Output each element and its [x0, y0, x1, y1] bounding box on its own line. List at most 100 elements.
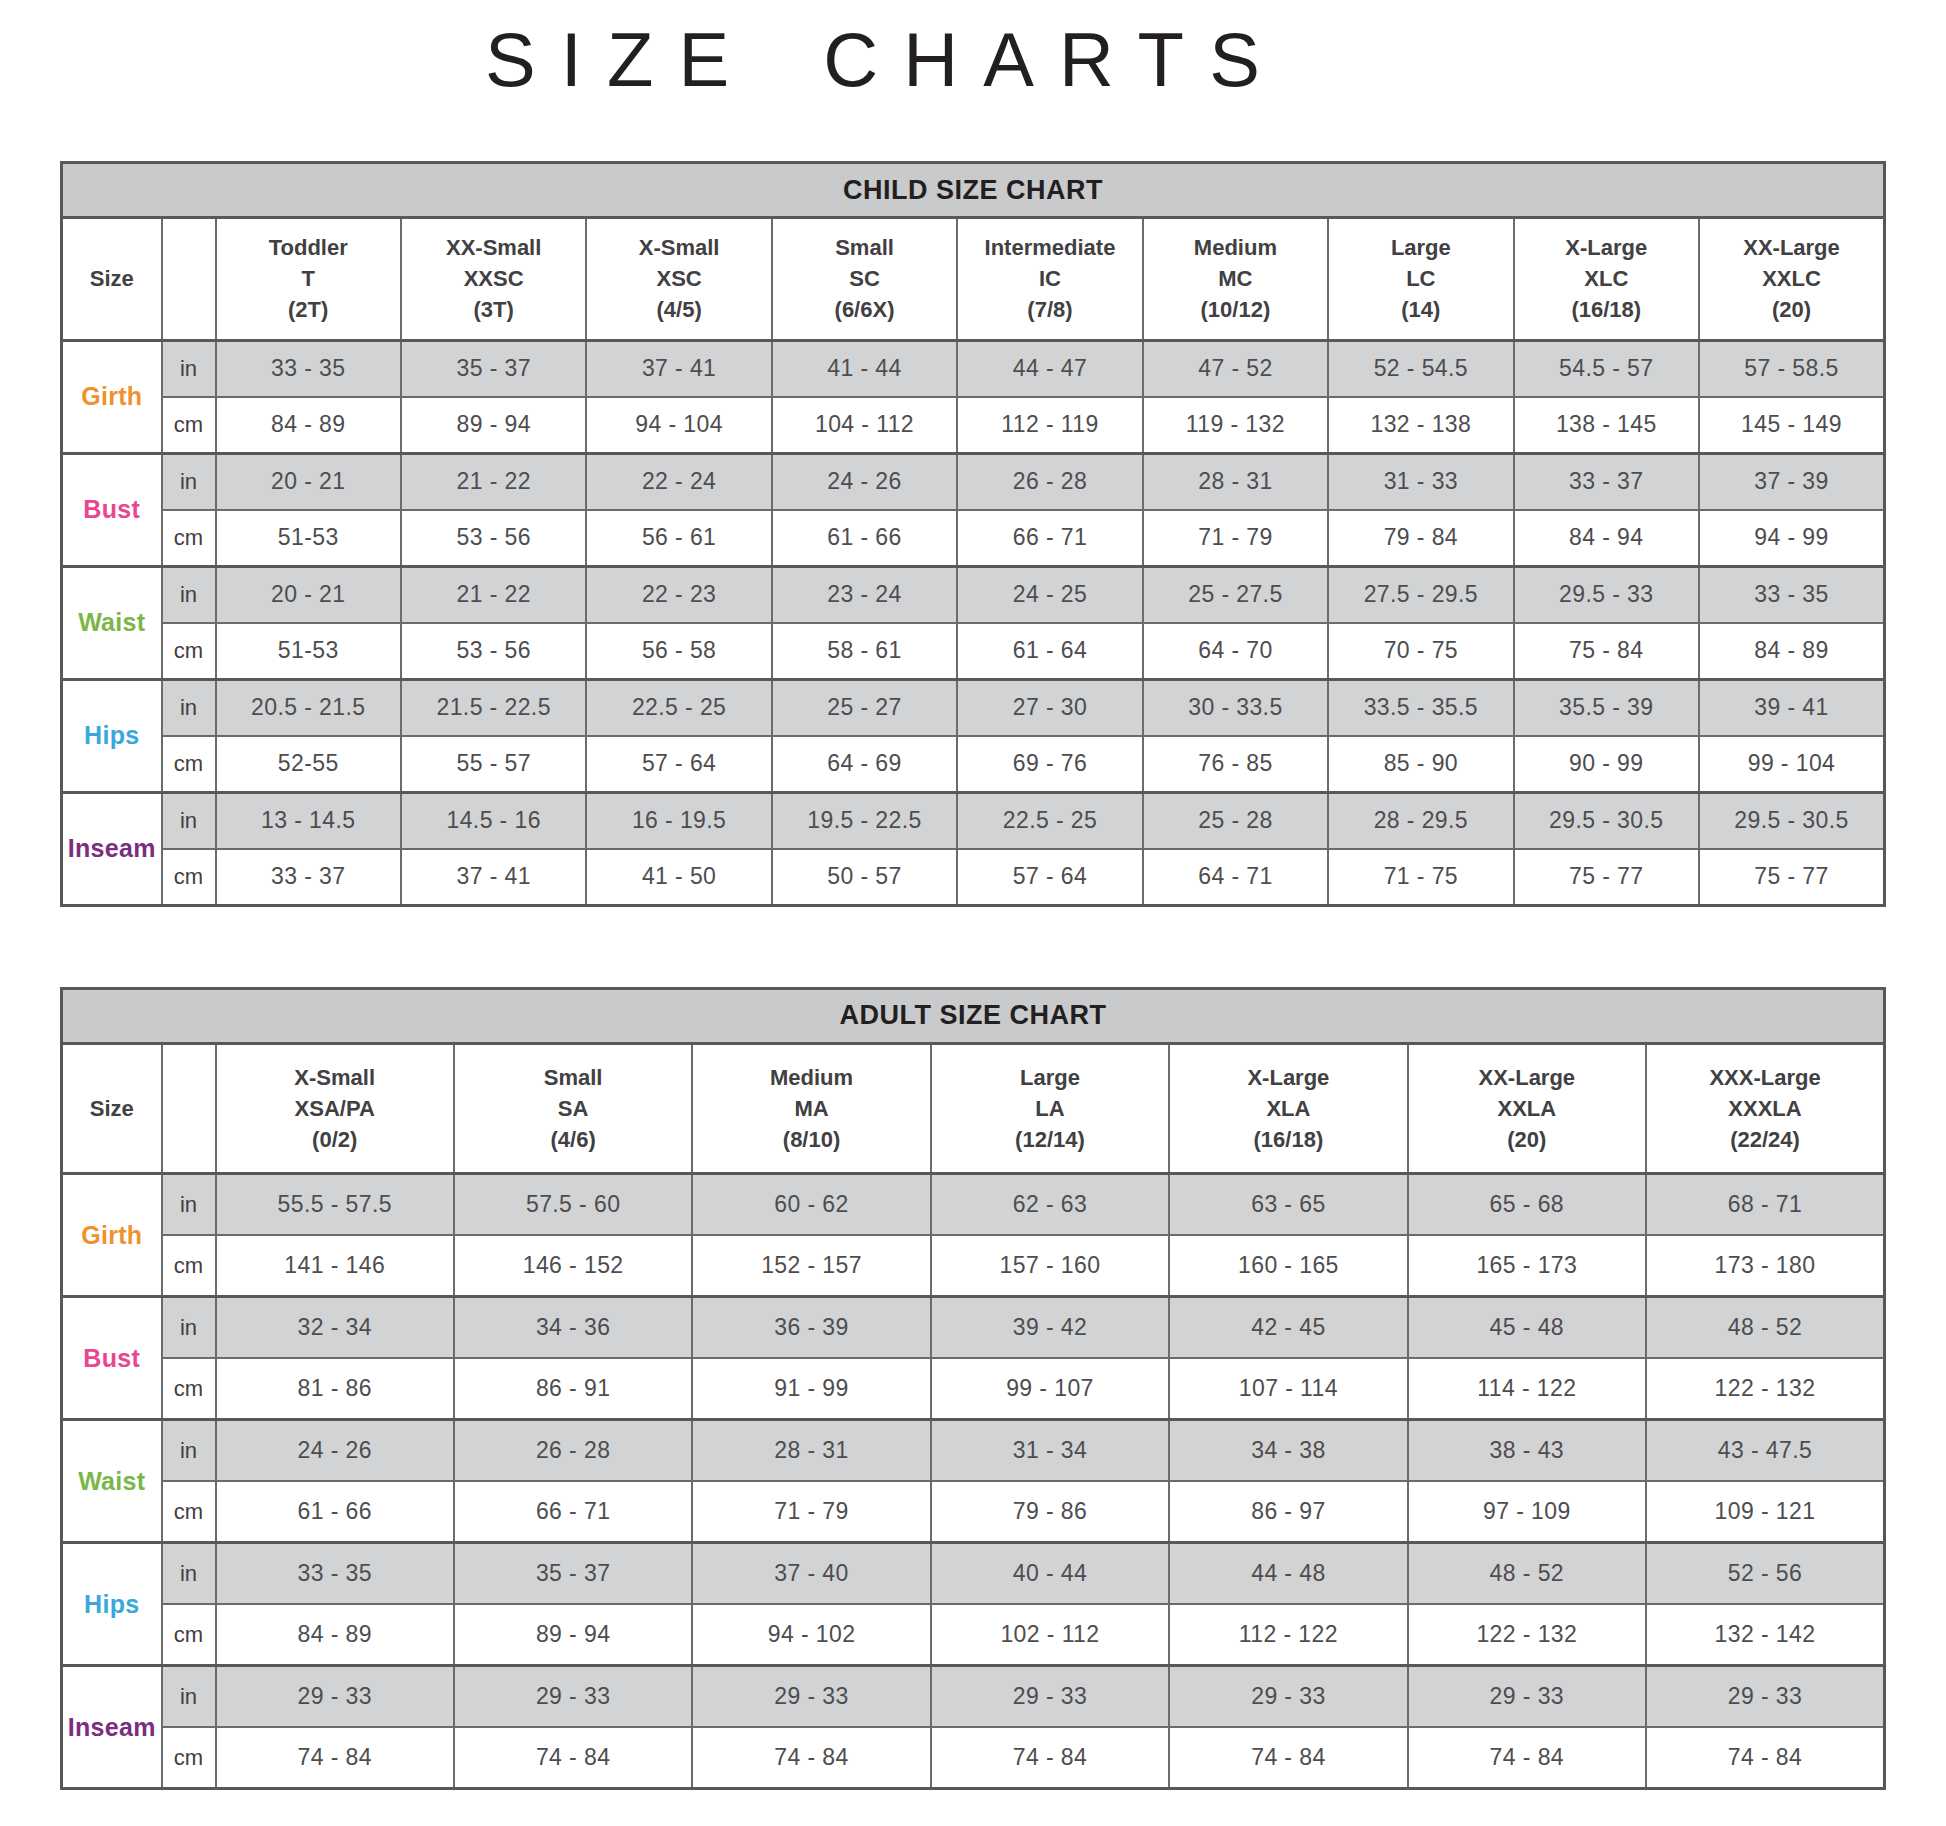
size-name: Medium	[1148, 232, 1323, 263]
value-cell: 20 - 21	[216, 566, 401, 623]
value-cell: 81 - 86	[216, 1358, 454, 1420]
size-range: (12/14)	[936, 1124, 1164, 1155]
unit-cell: in	[162, 679, 216, 736]
value-cell: 45 - 48	[1408, 1297, 1646, 1359]
size-column-header: X-SmallXSC(4/5)	[586, 218, 771, 341]
value-cell: 35 - 37	[401, 340, 586, 397]
value-cell: 64 - 71	[1143, 849, 1328, 906]
value-cell: 75 - 77	[1514, 849, 1699, 906]
size-column-header: MediumMC(10/12)	[1143, 218, 1328, 341]
value-cell: 64 - 69	[772, 736, 957, 793]
value-cell: 57.5 - 60	[454, 1174, 692, 1236]
measurement-label: Bust	[62, 453, 162, 566]
unit-cell: cm	[162, 510, 216, 567]
value-cell: 68 - 71	[1646, 1174, 1884, 1236]
measurement-label: Inseam	[62, 792, 162, 905]
measurement-label: Inseam	[62, 1666, 162, 1789]
unit-cell: cm	[162, 1358, 216, 1420]
value-cell: 61 - 66	[216, 1481, 454, 1543]
value-cell: 22.5 - 25	[957, 792, 1142, 849]
size-range: (20)	[1704, 294, 1879, 325]
value-cell: 57 - 58.5	[1699, 340, 1885, 397]
value-cell: 76 - 85	[1143, 736, 1328, 793]
size-code: XXSC	[406, 263, 581, 294]
size-column-header: X-LargeXLC(16/18)	[1514, 218, 1699, 341]
value-cell: 28 - 31	[1143, 453, 1328, 510]
value-cell: 36 - 39	[692, 1297, 930, 1359]
value-cell: 56 - 61	[586, 510, 771, 567]
size-name: Toddler	[221, 232, 396, 263]
size-column-header: LargeLA(12/14)	[931, 1043, 1169, 1174]
value-cell: 29.5 - 30.5	[1514, 792, 1699, 849]
value-cell: 74 - 84	[931, 1727, 1169, 1789]
unit-cell: cm	[162, 397, 216, 454]
value-cell: 94 - 99	[1699, 510, 1885, 567]
value-cell: 20 - 21	[216, 453, 401, 510]
value-cell: 54.5 - 57	[1514, 340, 1699, 397]
size-code: XSC	[591, 263, 766, 294]
value-cell: 89 - 94	[454, 1604, 692, 1666]
value-cell: 24 - 25	[957, 566, 1142, 623]
value-cell: 74 - 84	[216, 1727, 454, 1789]
size-name: Large	[1333, 232, 1508, 263]
size-charts-page: SIZE CHARTS CHILD SIZE CHARTSizeToddlerT…	[0, 16, 1946, 1790]
value-cell: 74 - 84	[454, 1727, 692, 1789]
value-cell: 35 - 37	[454, 1543, 692, 1605]
size-range: (8/10)	[697, 1124, 925, 1155]
value-cell: 109 - 121	[1646, 1481, 1884, 1543]
value-cell: 89 - 94	[401, 397, 586, 454]
size-range: (10/12)	[1148, 294, 1323, 325]
size-name: X-Large	[1519, 232, 1694, 263]
value-cell: 47 - 52	[1143, 340, 1328, 397]
value-cell: 79 - 86	[931, 1481, 1169, 1543]
unit-cell: in	[162, 1543, 216, 1605]
value-cell: 29 - 33	[692, 1666, 930, 1728]
value-cell: 99 - 107	[931, 1358, 1169, 1420]
size-name: Large	[936, 1062, 1164, 1093]
value-cell: 29 - 33	[931, 1666, 1169, 1728]
value-cell: 104 - 112	[772, 397, 957, 454]
value-cell: 66 - 71	[454, 1481, 692, 1543]
size-range: (2T)	[221, 294, 396, 325]
value-cell: 34 - 38	[1169, 1420, 1407, 1482]
value-cell: 25 - 28	[1143, 792, 1328, 849]
size-name: XXX-Large	[1651, 1062, 1879, 1093]
value-cell: 32 - 34	[216, 1297, 454, 1359]
size-name: X-Large	[1174, 1062, 1402, 1093]
unit-cell: cm	[162, 623, 216, 680]
value-cell: 84 - 89	[1699, 623, 1885, 680]
value-cell: 29 - 33	[216, 1666, 454, 1728]
value-cell: 24 - 26	[772, 453, 957, 510]
value-cell: 71 - 79	[692, 1481, 930, 1543]
size-name: Intermediate	[962, 232, 1137, 263]
size-column-header: LargeLC(14)	[1328, 218, 1513, 341]
value-cell: 56 - 58	[586, 623, 771, 680]
size-code: XXLA	[1413, 1093, 1641, 1124]
size-name: XX-Large	[1704, 232, 1879, 263]
value-cell: 27 - 30	[957, 679, 1142, 736]
size-column-header: XXX-LargeXXXLA(22/24)	[1646, 1043, 1884, 1174]
value-cell: 43 - 47.5	[1646, 1420, 1884, 1482]
value-cell: 41 - 44	[772, 340, 957, 397]
value-cell: 122 - 132	[1646, 1358, 1884, 1420]
size-range: (22/24)	[1651, 1124, 1879, 1155]
value-cell: 29 - 33	[1169, 1666, 1407, 1728]
size-range: (16/18)	[1174, 1124, 1402, 1155]
value-cell: 50 - 57	[772, 849, 957, 906]
value-cell: 51-53	[216, 623, 401, 680]
value-cell: 79 - 84	[1328, 510, 1513, 567]
value-cell: 53 - 56	[401, 510, 586, 567]
unit-cell: in	[162, 792, 216, 849]
page-title: SIZE CHARTS	[0, 16, 1858, 103]
value-cell: 41 - 50	[586, 849, 771, 906]
value-cell: 102 - 112	[931, 1604, 1169, 1666]
size-column-header: XX-SmallXXSC(3T)	[401, 218, 586, 341]
value-cell: 25 - 27	[772, 679, 957, 736]
value-cell: 60 - 62	[692, 1174, 930, 1236]
value-cell: 38 - 43	[1408, 1420, 1646, 1482]
size-name: Small	[777, 232, 952, 263]
size-header-label: Size	[62, 1043, 162, 1174]
size-column-header: XX-LargeXXLC(20)	[1699, 218, 1885, 341]
value-cell: 44 - 47	[957, 340, 1142, 397]
size-code: SC	[777, 263, 952, 294]
